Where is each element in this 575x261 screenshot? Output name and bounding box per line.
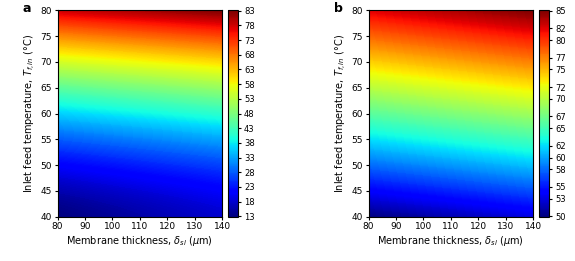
X-axis label: Membrane thickness, $\delta_{sl}$ ($\mu$m): Membrane thickness, $\delta_{sl}$ ($\mu$… (377, 234, 524, 248)
Text: b: b (334, 2, 343, 15)
Text: a: a (23, 2, 32, 15)
X-axis label: Membrane thickness, $\delta_{sl}$ ($\mu$m): Membrane thickness, $\delta_{sl}$ ($\mu$… (66, 234, 213, 248)
Y-axis label: Inlet feed temperature, $T_{f,in}$ (°C): Inlet feed temperature, $T_{f,in}$ (°C) (22, 34, 38, 193)
Y-axis label: Inlet feed temperature, $T_{f,in}$ (°C): Inlet feed temperature, $T_{f,in}$ (°C) (334, 34, 348, 193)
